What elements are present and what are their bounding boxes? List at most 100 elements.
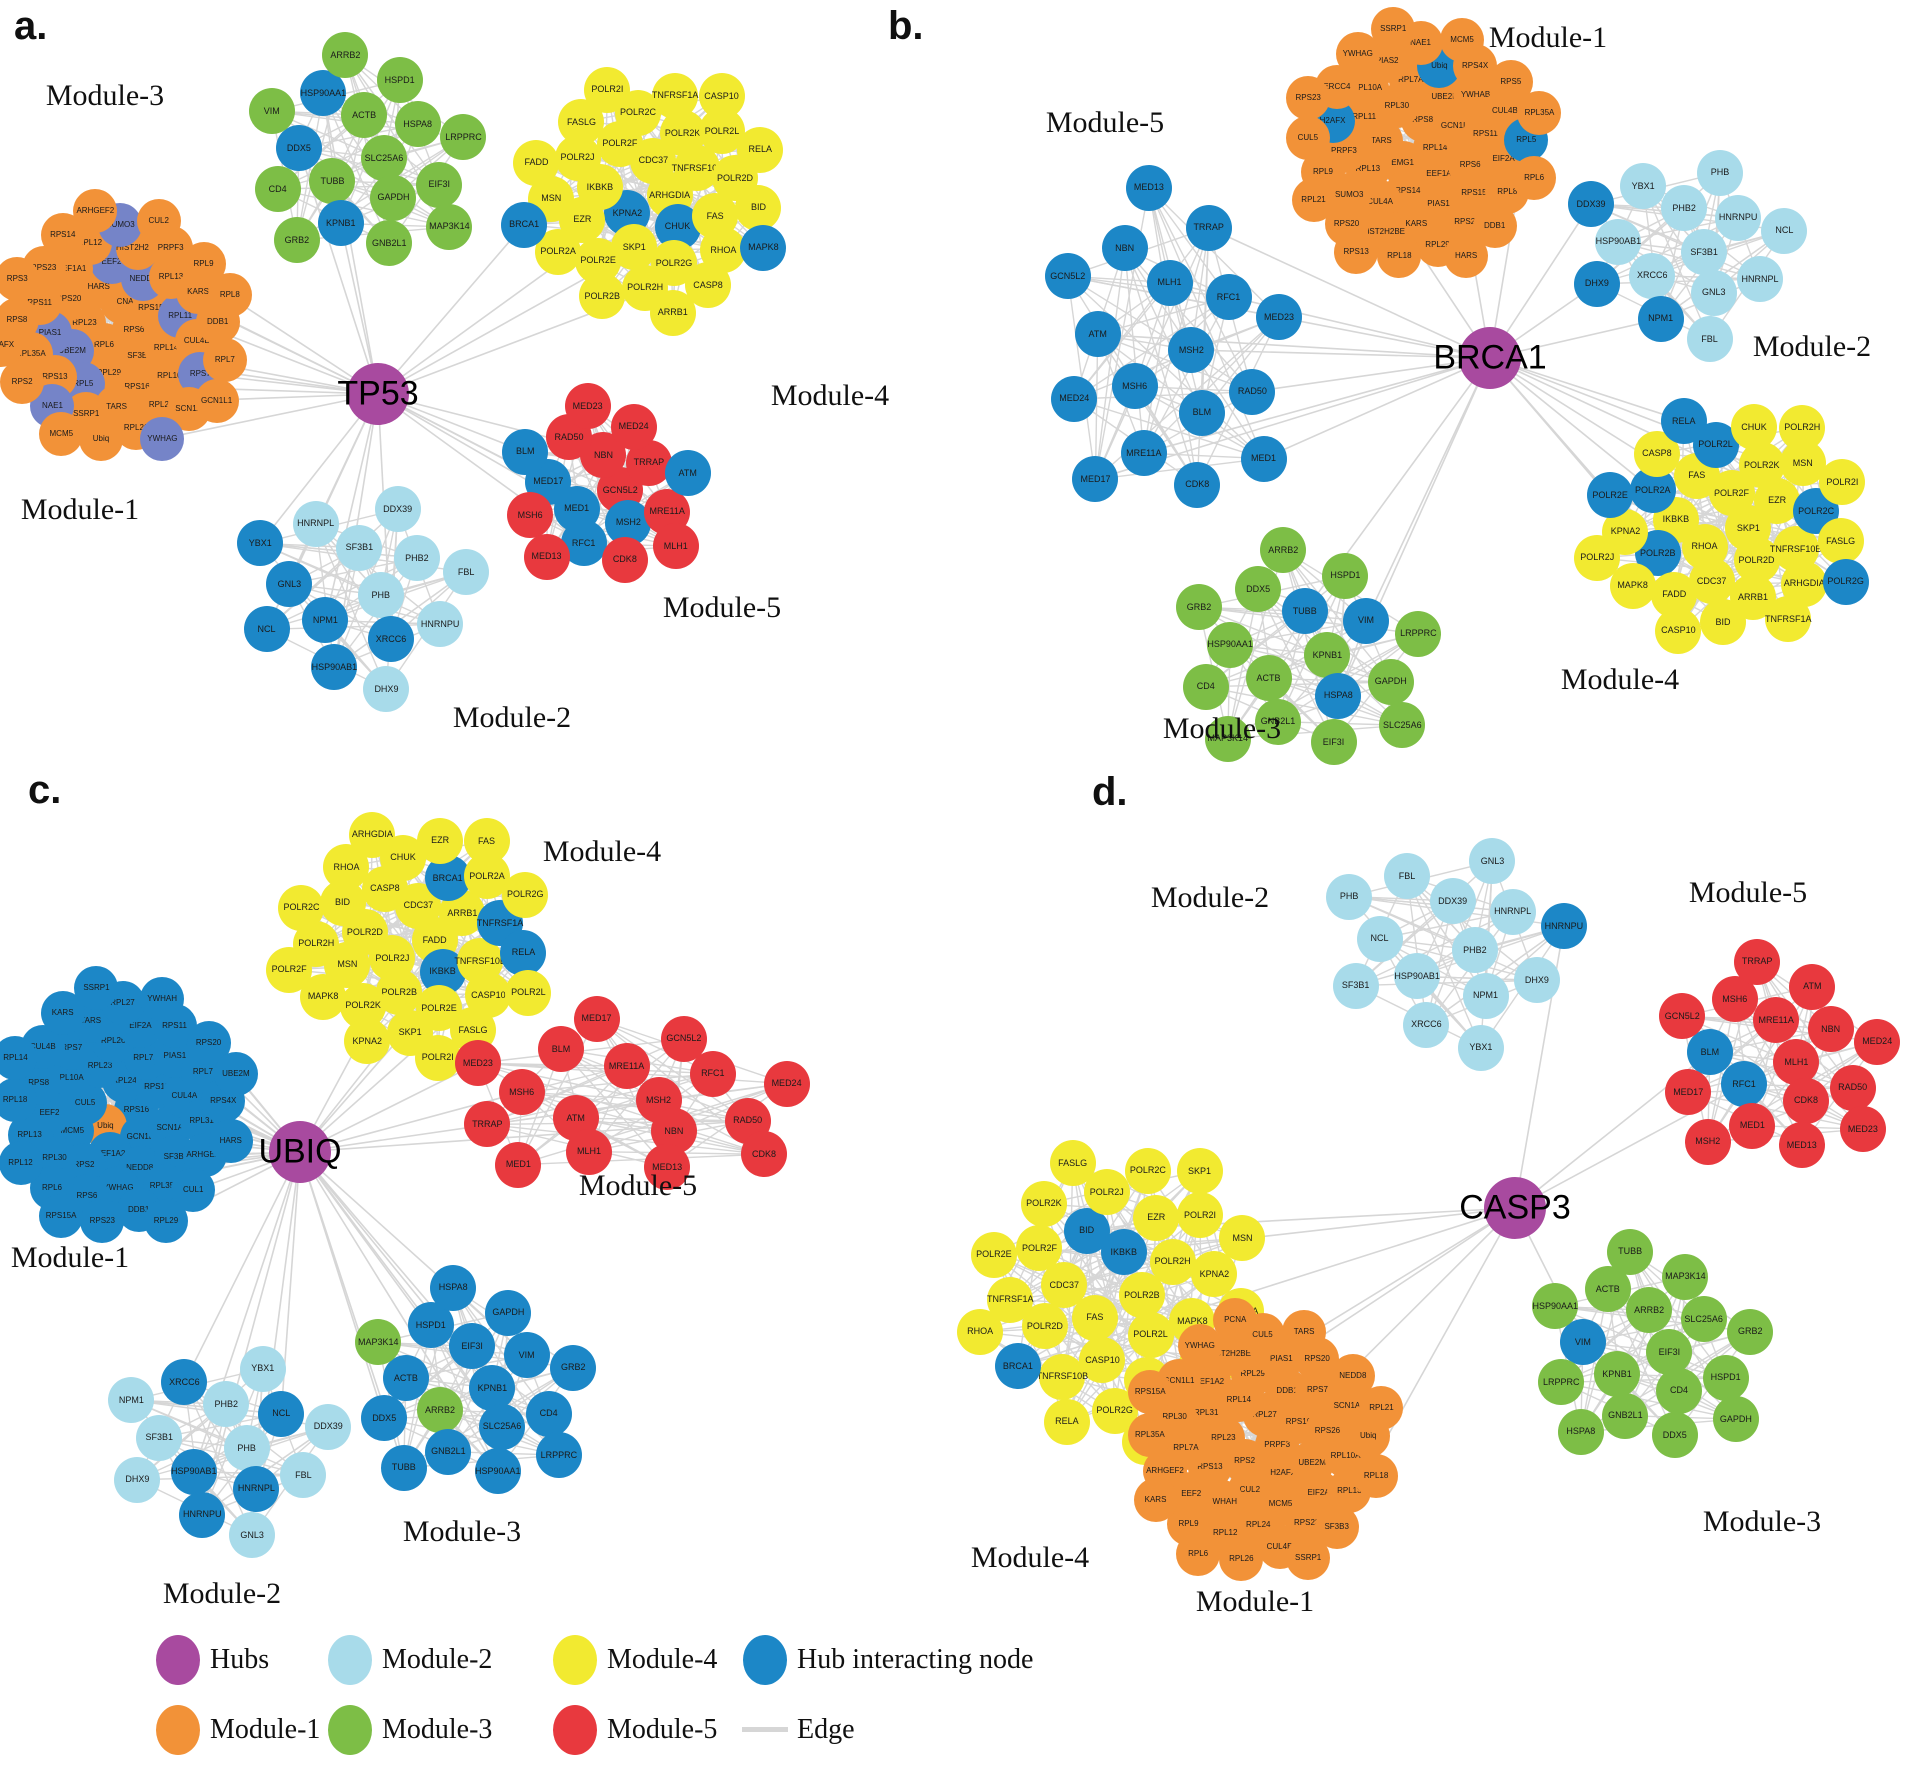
gene-node[interactable]: POLR2E: [1587, 472, 1634, 519]
gene-node[interactable]: RPS23: [80, 1198, 125, 1243]
gene-node[interactable]: MRE11A: [1120, 430, 1167, 477]
gene-node[interactable]: HSP90AA1: [1207, 621, 1254, 668]
gene-node[interactable]: POLR2B: [579, 273, 626, 320]
gene-node[interactable]: POLR2I: [414, 1034, 461, 1081]
gene-node[interactable]: DHX9: [1573, 260, 1620, 307]
gene-node[interactable]: MSH2: [1684, 1118, 1731, 1165]
gene-node[interactable]: RPL8: [207, 272, 252, 317]
gene-node[interactable]: TARS: [1282, 1309, 1327, 1354]
gene-node[interactable]: FADD: [1651, 571, 1698, 618]
gene-node[interactable]: SF3B1: [136, 1414, 183, 1461]
gene-node[interactable]: VIM: [1342, 597, 1389, 644]
gene-node[interactable]: KPNA2: [344, 1018, 391, 1065]
gene-node[interactable]: SSRP1: [74, 966, 119, 1011]
gene-node[interactable]: FBL: [1686, 316, 1733, 363]
gene-node[interactable]: XRCC6: [161, 1359, 208, 1406]
gene-node[interactable]: TRRAP: [1185, 204, 1232, 251]
gene-node[interactable]: HNRNPU: [179, 1491, 226, 1538]
gene-node[interactable]: ACTB: [1245, 655, 1292, 702]
gene-node[interactable]: HSPA8: [1557, 1408, 1604, 1455]
gene-node[interactable]: FBL: [1383, 853, 1430, 900]
gene-node[interactable]: YWHAG: [1335, 31, 1380, 76]
gene-node[interactable]: VIM: [1559, 1319, 1606, 1366]
gene-node[interactable]: MED13: [1778, 1122, 1825, 1169]
gene-node[interactable]: EIF3I: [416, 161, 463, 208]
gene-node[interactable]: MSH6: [507, 492, 554, 539]
gene-node[interactable]: LRPPRC: [440, 114, 487, 161]
gene-node[interactable]: SLC25A6: [1680, 1296, 1727, 1343]
gene-node[interactable]: DHX9: [1513, 957, 1560, 1004]
gene-node[interactable]: CDK8: [740, 1131, 787, 1178]
gene-node[interactable]: HSP90AB1: [170, 1448, 217, 1495]
gene-node[interactable]: XRCC6: [1629, 252, 1676, 299]
gene-node[interactable]: RPS20: [186, 1020, 231, 1065]
gene-node[interactable]: SKP1: [1176, 1148, 1223, 1195]
gene-node[interactable]: MED24: [1051, 375, 1098, 422]
gene-node[interactable]: PHB: [357, 572, 404, 618]
gene-node[interactable]: ACTB: [382, 1355, 429, 1402]
gene-node[interactable]: MSH6: [1111, 363, 1158, 410]
gene-node[interactable]: MLH1: [652, 523, 699, 570]
gene-node[interactable]: BID: [1063, 1207, 1110, 1254]
gene-node[interactable]: NCL: [1356, 915, 1403, 962]
gene-node[interactable]: HSPD1: [376, 57, 423, 104]
gene-node[interactable]: MLH1: [1146, 259, 1193, 306]
gene-node[interactable]: POLR2K: [1738, 442, 1785, 489]
gene-node[interactable]: DDX5: [1651, 1412, 1698, 1459]
gene-node[interactable]: RFC1: [1205, 274, 1252, 321]
gene-node[interactable]: EZR: [1133, 1194, 1180, 1241]
gene-node[interactable]: POLR2L: [1127, 1311, 1174, 1358]
gene-node[interactable]: GCN5L2: [660, 1015, 707, 1062]
gene-node[interactable]: PHB: [223, 1425, 270, 1471]
gene-node[interactable]: KARS: [1133, 1477, 1178, 1522]
gene-node[interactable]: VIM: [248, 88, 295, 135]
gene-node[interactable]: POLR2I: [1177, 1192, 1224, 1239]
gene-node[interactable]: HNRNPL: [233, 1465, 280, 1512]
gene-node[interactable]: DDX39: [1429, 878, 1476, 924]
gene-node[interactable]: MED23: [564, 383, 611, 430]
gene-node[interactable]: DDX39: [305, 1403, 352, 1450]
gene-node[interactable]: CHUK: [1731, 404, 1778, 451]
hub-node[interactable]: [269, 1121, 331, 1183]
gene-node[interactable]: TRRAP: [464, 1101, 511, 1148]
gene-node[interactable]: MED13: [523, 533, 570, 580]
gene-node[interactable]: NPM1: [108, 1377, 155, 1424]
gene-node[interactable]: PHB2: [1661, 185, 1708, 232]
gene-node[interactable]: Ubiq: [78, 416, 123, 461]
gene-node[interactable]: RPL21: [1359, 1386, 1404, 1431]
gene-node[interactable]: ATM: [1074, 311, 1121, 358]
gene-node[interactable]: FAS: [463, 818, 510, 865]
gene-node[interactable]: RPL6: [1176, 1531, 1221, 1576]
gene-node[interactable]: BLM: [1178, 389, 1225, 436]
gene-node[interactable]: HSP90AB1: [1394, 953, 1441, 1000]
gene-node[interactable]: HARS: [208, 1118, 253, 1163]
gene-node[interactable]: RPL7: [202, 337, 247, 382]
gene-node[interactable]: RPS15A: [1128, 1370, 1173, 1415]
gene-node[interactable]: HSPA8: [394, 101, 441, 148]
gene-node[interactable]: RPS23: [1286, 75, 1331, 120]
gene-node[interactable]: PHB2: [1451, 927, 1498, 973]
gene-node[interactable]: POLR2F: [266, 946, 313, 993]
gene-node[interactable]: NCL: [1761, 207, 1808, 254]
gene-node[interactable]: RPL35A: [1517, 90, 1562, 135]
gene-node[interactable]: MSH6: [498, 1069, 545, 1116]
gene-node[interactable]: GAPDH: [1367, 658, 1414, 705]
gene-node[interactable]: HSPD1: [1702, 1354, 1749, 1401]
gene-node[interactable]: LRPPRC: [1538, 1359, 1585, 1406]
gene-node[interactable]: MSH2: [1168, 327, 1215, 373]
gene-node[interactable]: MED23: [1255, 294, 1302, 341]
gene-node[interactable]: EZR: [417, 817, 464, 864]
gene-node[interactable]: DDX5: [1235, 566, 1282, 613]
gene-node[interactable]: POLR2J: [1574, 534, 1621, 581]
gene-node[interactable]: GRB2: [1727, 1308, 1774, 1355]
gene-node[interactable]: YBX1: [1620, 163, 1667, 210]
gene-node[interactable]: GCN1L1: [194, 379, 239, 424]
gene-node[interactable]: POLR2B: [1118, 1272, 1165, 1318]
gene-node[interactable]: POLR2I: [584, 66, 631, 113]
gene-node[interactable]: DHX9: [363, 666, 410, 713]
gene-node[interactable]: NCL: [258, 1390, 305, 1437]
gene-node[interactable]: MED17: [1665, 1069, 1712, 1116]
gene-node[interactable]: TUBB: [1281, 588, 1328, 635]
gene-node[interactable]: DDX5: [361, 1395, 408, 1442]
gene-node[interactable]: MAP3K14: [355, 1319, 402, 1366]
